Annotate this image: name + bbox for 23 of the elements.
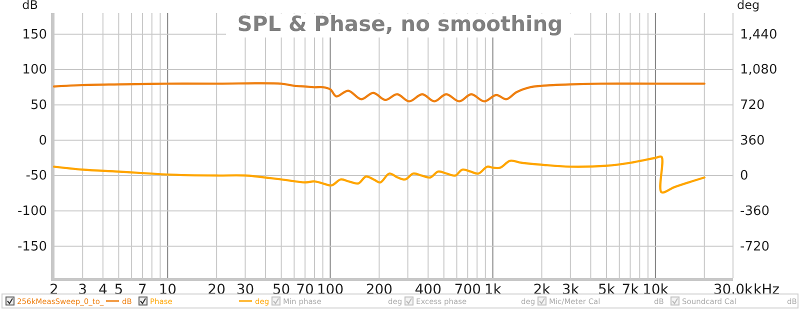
y-tick-label: -100 <box>17 204 47 220</box>
y2-tick-label: 720 <box>740 98 765 114</box>
x-tick-label: 700 <box>454 282 482 298</box>
y-tick-label: -50 <box>26 168 47 184</box>
y-tick-label: 50 <box>30 98 47 114</box>
y2-tick-label: 1,440 <box>740 27 778 42</box>
y2-tick-label: 360 <box>740 133 765 148</box>
y2-tick-label: -720 <box>740 239 770 254</box>
y2-tick-label: -360 <box>740 204 770 220</box>
x-tick-label: 7k <box>622 282 640 298</box>
y-tick-label: -150 <box>17 239 47 254</box>
y-axis-title: dB <box>22 0 38 12</box>
y2-axis-title: deg <box>737 0 760 12</box>
y-tick-label: 100 <box>22 62 47 78</box>
x-tick-label: 400 <box>414 282 442 298</box>
x-tick-label: 70 <box>296 282 314 298</box>
chart-title: SPL & Phase, no smoothing <box>237 12 563 36</box>
y-tick-label: 0 <box>38 133 47 148</box>
x-tick-label: 7 <box>138 282 147 298</box>
y2-tick-label: 1,080 <box>740 62 778 78</box>
y-tick-label: 150 <box>22 27 47 42</box>
y2-tick-label: 0 <box>740 168 748 184</box>
x-tick-label: 4 <box>98 282 108 298</box>
